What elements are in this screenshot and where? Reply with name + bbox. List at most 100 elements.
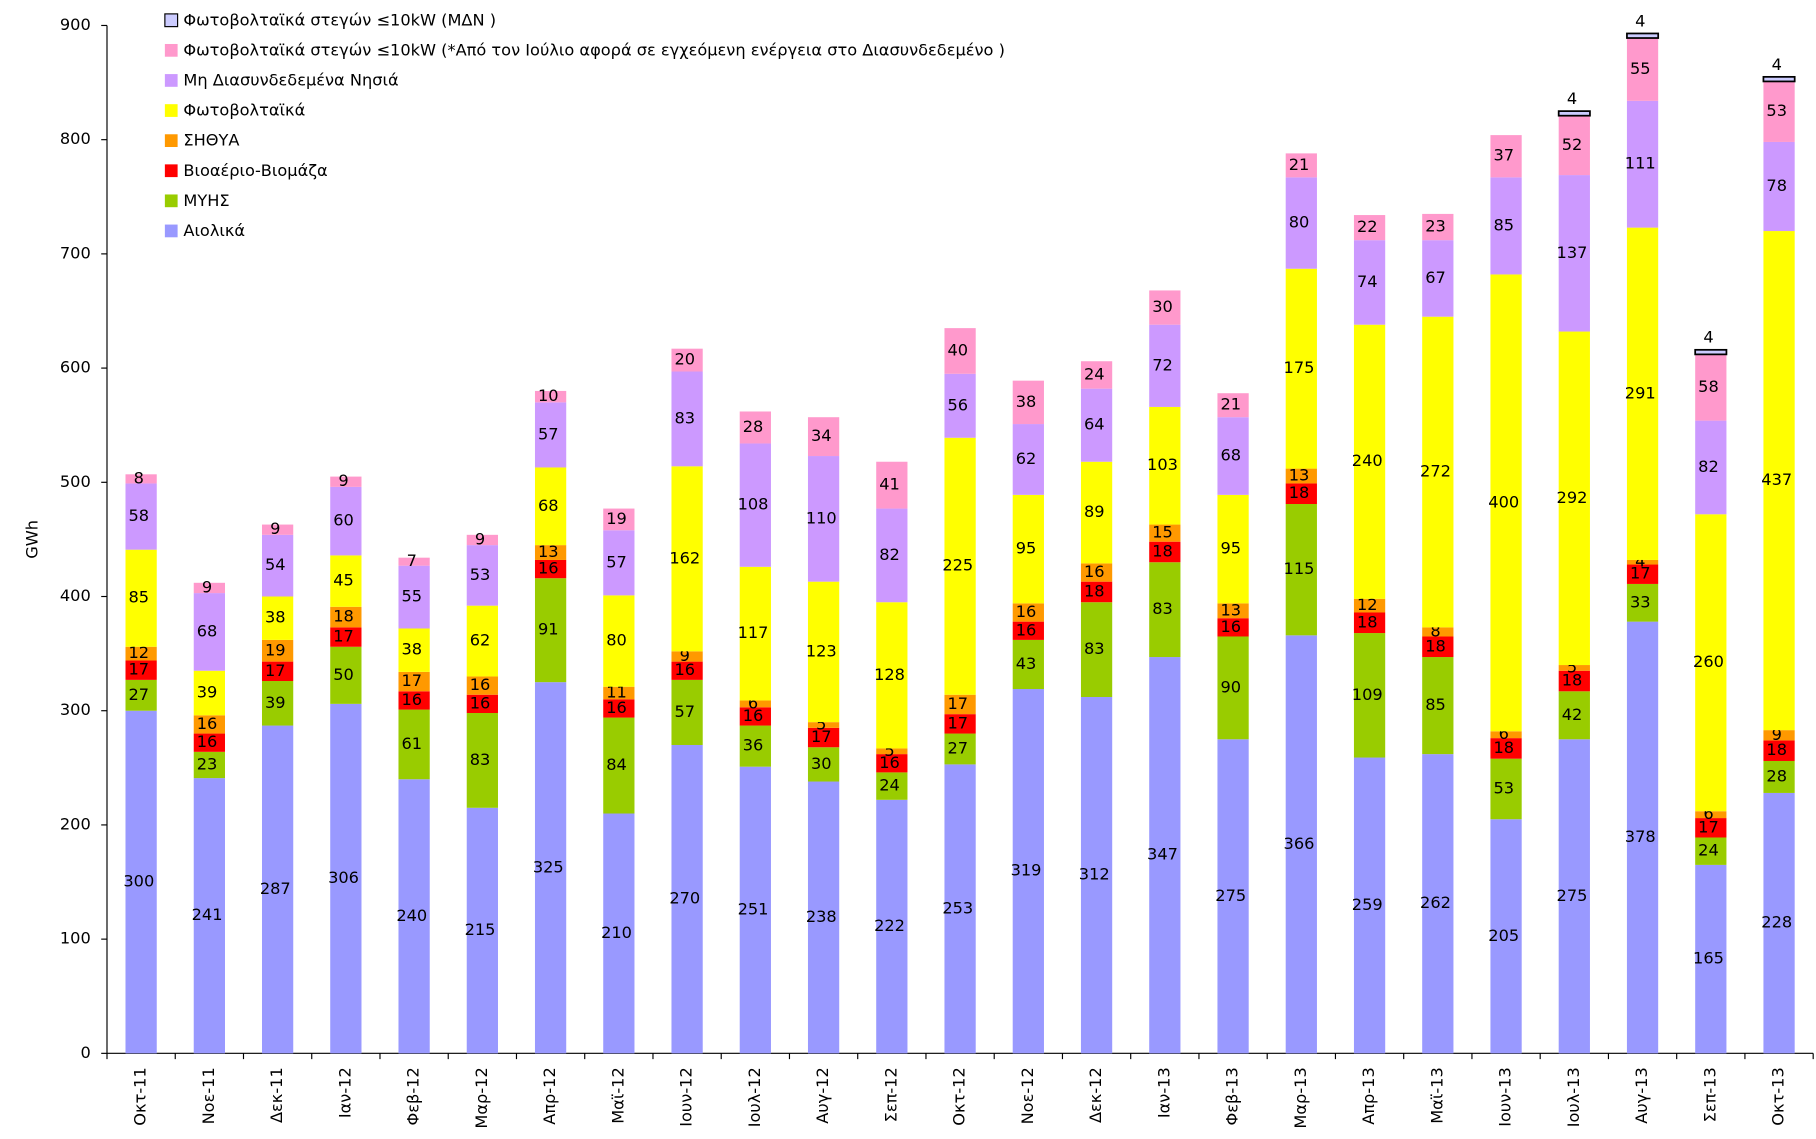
value-label: 83 <box>674 408 695 427</box>
value-label: 4 <box>1703 328 1713 347</box>
bar-segment <box>1626 564 1659 584</box>
bar-segment <box>398 691 430 710</box>
value-label: 45 <box>333 571 354 590</box>
value-label: 238 <box>806 907 837 926</box>
bar-segment <box>1558 115 1590 176</box>
bar-segment <box>671 466 703 652</box>
legend-label: Μη Διασυνδεδεμένα Νησιά <box>183 71 398 90</box>
value-label: 56 <box>947 395 968 414</box>
x-tick-label: Αυγ-13 <box>1632 1067 1651 1123</box>
bar-segment <box>603 530 635 596</box>
x-tick-label: Ιουν-12 <box>677 1067 696 1127</box>
value-label: 34 <box>811 426 832 445</box>
bar-segment <box>876 508 908 603</box>
bar-segment <box>1626 38 1659 101</box>
legend-swatch <box>164 164 178 178</box>
bar-segment <box>1285 177 1317 269</box>
x-tick-label: Ιουν-13 <box>1496 1067 1515 1127</box>
bar-segment <box>739 700 771 708</box>
bar-segment <box>1490 731 1522 739</box>
value-label: 19 <box>606 509 627 528</box>
value-label: 27 <box>947 738 968 757</box>
bar-segment <box>1012 494 1044 604</box>
bar-segment <box>944 733 976 765</box>
value-label: 306 <box>328 868 359 887</box>
value-label: 325 <box>533 857 564 876</box>
value-label: 53 <box>1493 778 1514 797</box>
value-label: 80 <box>1289 213 1310 232</box>
x-tick-label: Νοε-12 <box>1018 1067 1037 1124</box>
legend-label: Φωτοβολταϊκά στεγών ≤10kW (*Από τον Ιούλ… <box>183 40 1005 59</box>
bar-segment <box>944 714 976 734</box>
bar-segment <box>534 467 567 546</box>
bar-segment <box>1217 494 1249 604</box>
bar-segment <box>466 676 498 695</box>
value-label: 9 <box>1772 725 1782 744</box>
bar-segment <box>261 661 294 682</box>
value-label: 53 <box>1766 101 1787 120</box>
value-label: 55 <box>1630 59 1651 78</box>
bar-segment <box>1558 670 1590 692</box>
bar-segment <box>739 725 771 767</box>
bar-segment <box>1012 603 1044 622</box>
value-label: 210 <box>601 923 632 942</box>
bar-segment <box>876 602 908 749</box>
value-label: 78 <box>1766 176 1787 195</box>
value-label: 22 <box>1357 217 1378 236</box>
value-label: 205 <box>1488 926 1519 945</box>
value-label: 272 <box>1420 462 1451 481</box>
value-label: 52 <box>1562 135 1583 154</box>
value-label: 16 <box>538 559 559 578</box>
bar-segment <box>466 545 498 606</box>
value-label: 37 <box>1493 146 1514 165</box>
bar-segment <box>534 578 567 683</box>
value-label: 291 <box>1625 383 1656 402</box>
value-label: 115 <box>1284 559 1315 578</box>
value-label: 40 <box>947 340 968 359</box>
legend-label: Αιολικά <box>183 221 245 240</box>
bar-segment <box>261 681 294 726</box>
bar-segment <box>1149 562 1181 658</box>
bar-segment <box>193 582 225 594</box>
bar-segment <box>944 437 976 695</box>
value-label: 38 <box>265 608 286 627</box>
value-label: 16 <box>470 675 491 694</box>
value-label: 128 <box>874 665 905 684</box>
bar-segment <box>1012 689 1044 1054</box>
x-tick-label: Ιαν-12 <box>335 1067 354 1118</box>
bar-segment <box>1353 324 1386 599</box>
y-tick-label: 200 <box>60 814 91 833</box>
value-label: 17 <box>1630 564 1651 583</box>
value-label: 11 <box>606 683 627 702</box>
x-tick-label: Μαϊ-13 <box>1427 1067 1446 1124</box>
x-tick-label: Ιαν-13 <box>1154 1067 1173 1118</box>
x-tick-label: Οκτ-13 <box>1769 1067 1788 1125</box>
bar-segment <box>671 651 703 662</box>
legend-swatch <box>164 104 178 117</box>
y-tick-label: 400 <box>60 586 91 605</box>
legend-swatch <box>164 43 178 57</box>
bar-segment <box>125 710 157 1054</box>
bar-segment <box>330 486 362 556</box>
x-tick-label: Σεπ-12 <box>881 1067 900 1122</box>
value-label: 27 <box>128 685 149 704</box>
bar-segment <box>1626 621 1659 1054</box>
value-label: 6 <box>748 693 758 712</box>
bar-segment <box>330 555 362 607</box>
bar-segment <box>1557 110 1591 117</box>
bar-segment <box>1012 380 1044 425</box>
bar-segment <box>1763 231 1795 731</box>
value-label: 17 <box>947 694 968 713</box>
value-label: 41 <box>879 475 900 494</box>
value-label: 16 <box>674 660 695 679</box>
bar-segment <box>261 639 294 662</box>
value-label: 82 <box>879 545 900 564</box>
x-tick-label: Δεκ-11 <box>267 1067 286 1123</box>
bar-segment <box>1149 324 1181 407</box>
value-label: 366 <box>1284 834 1315 853</box>
value-label: 6 <box>1703 804 1713 823</box>
value-label: 17 <box>128 660 149 679</box>
bar-segment <box>1558 665 1590 671</box>
value-label: 21 <box>1289 155 1310 174</box>
value-label: 262 <box>1420 893 1451 912</box>
